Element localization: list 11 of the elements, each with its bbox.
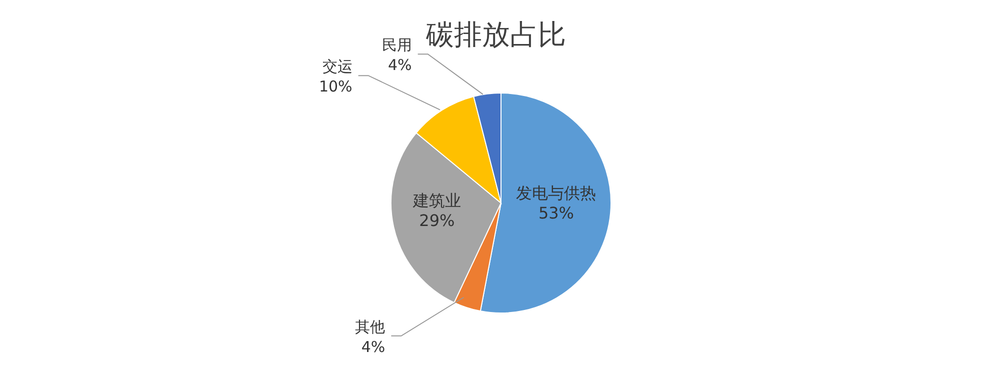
data-label: 4% (388, 56, 412, 74)
data-label: 29% (419, 211, 455, 230)
slice-label: 建筑业 (412, 191, 461, 210)
slice-label: 民用 (382, 36, 412, 54)
slice-label: 发电与供热 (516, 184, 596, 203)
data-label: 4% (361, 338, 386, 356)
chart-title: 碳排放占比 (426, 18, 566, 51)
data-label: 10% (318, 78, 352, 96)
data-label: 53% (538, 204, 574, 223)
slice-label: 交运 (322, 58, 352, 76)
slice-label: 其他 (355, 318, 386, 336)
